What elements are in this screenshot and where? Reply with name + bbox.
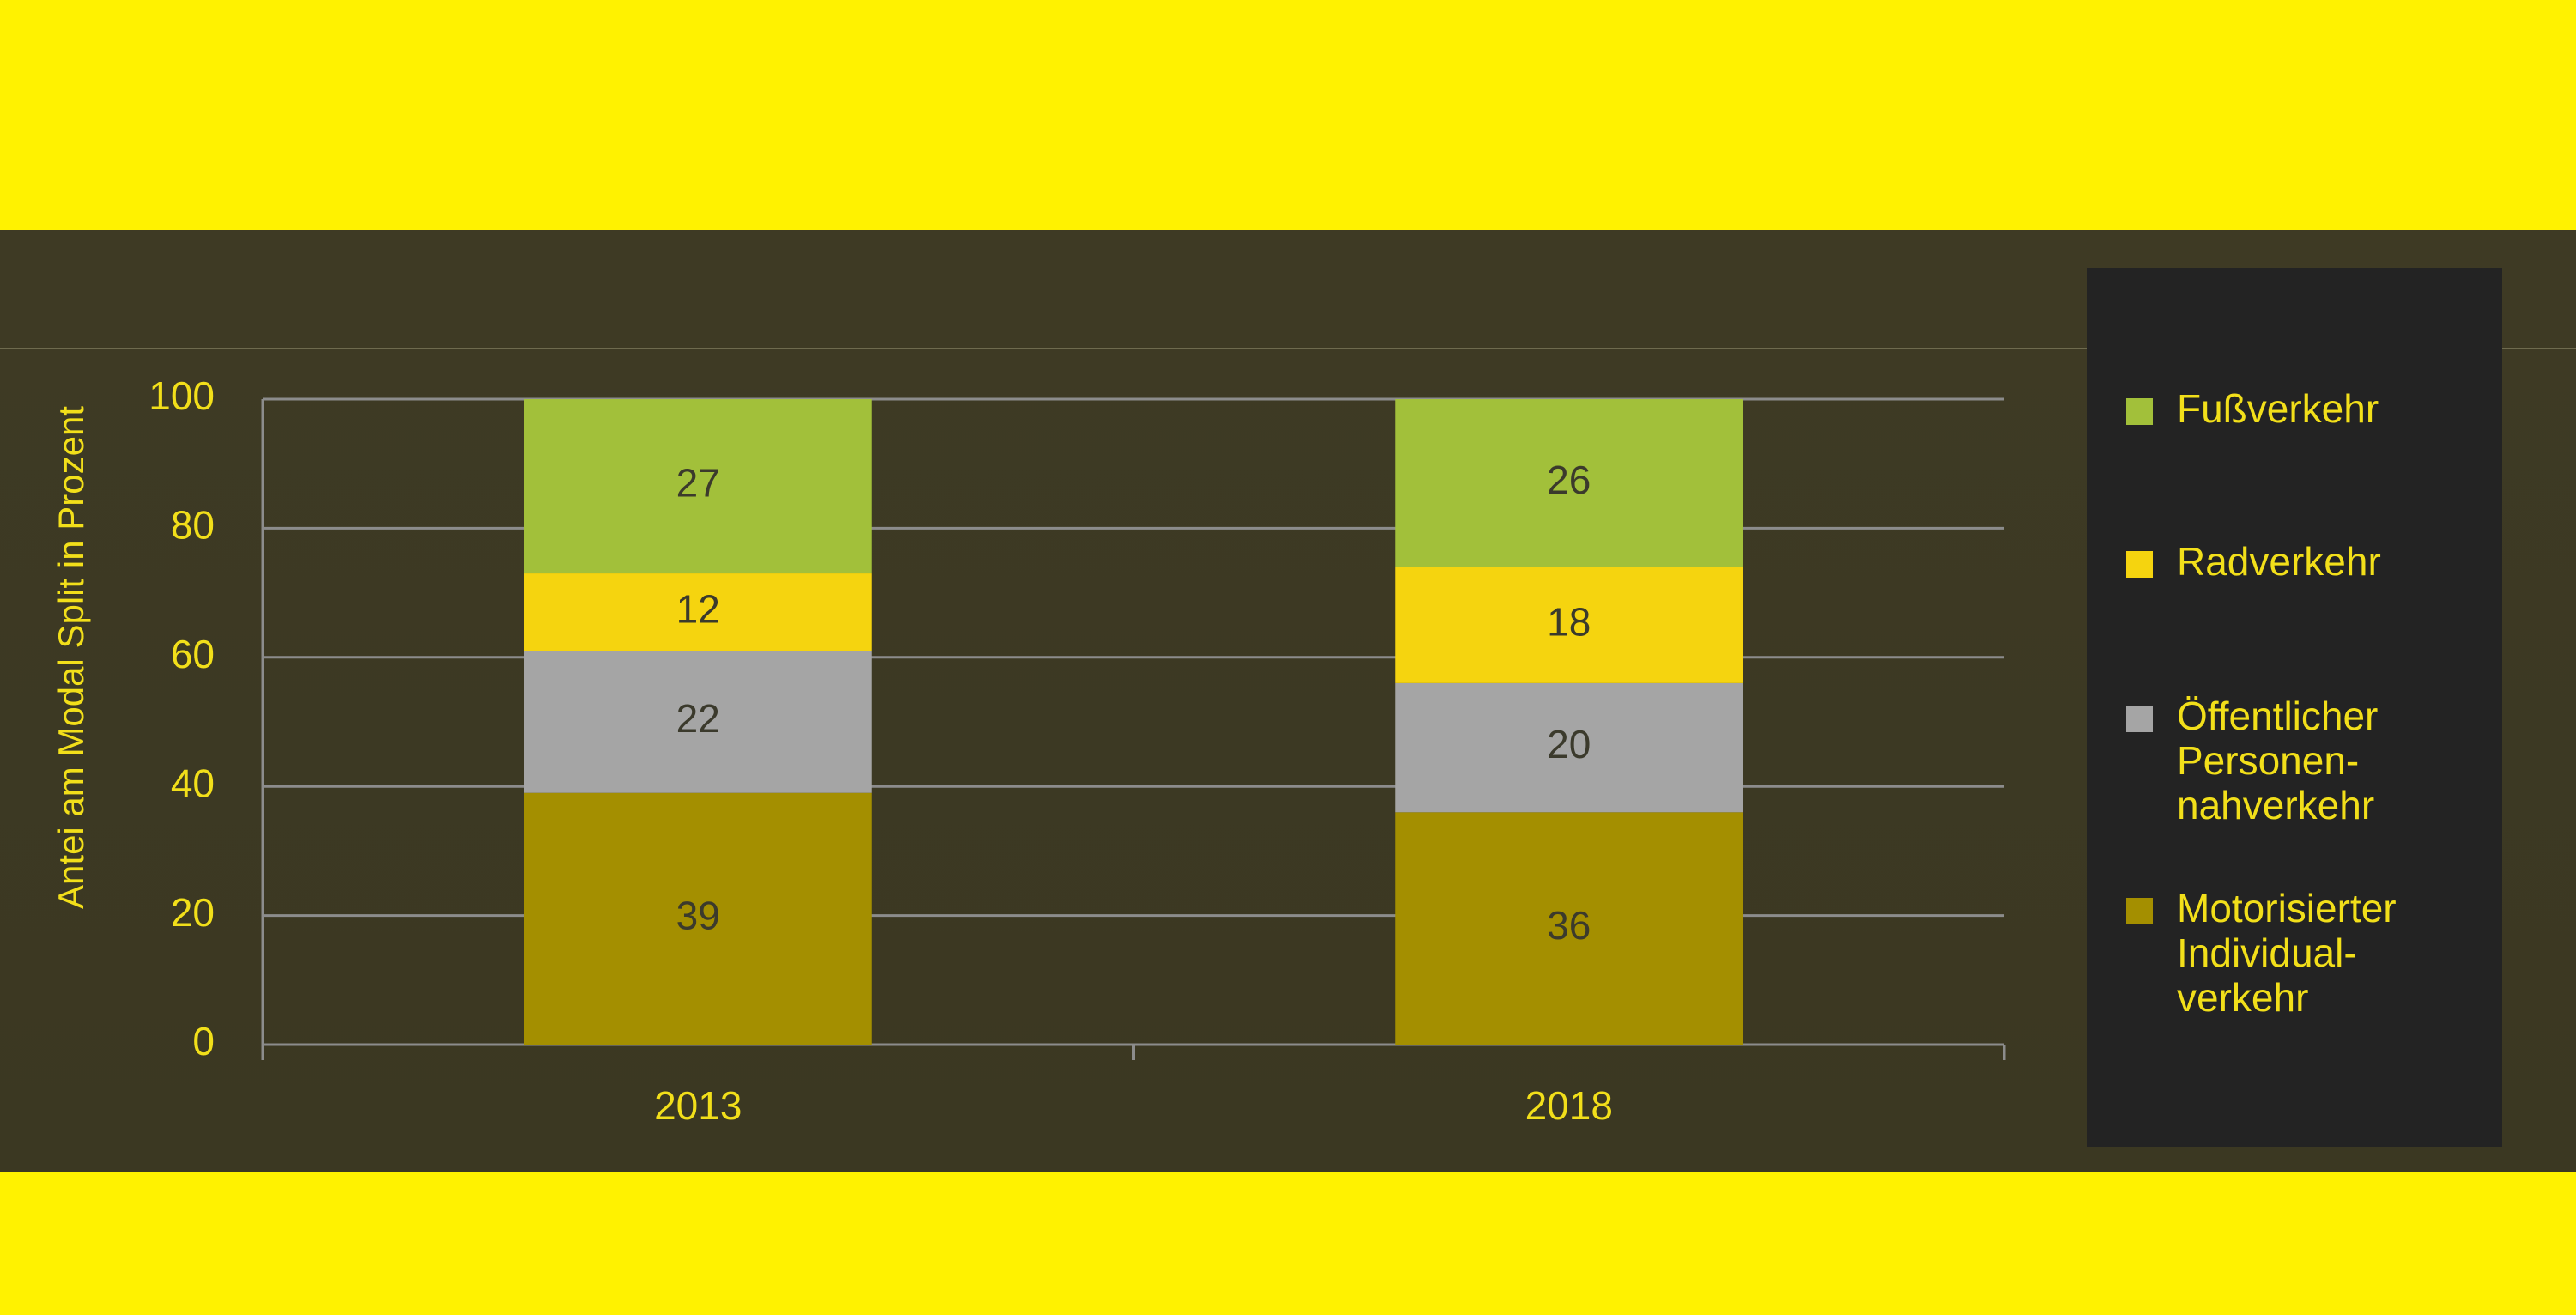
data-label: 27: [676, 461, 720, 506]
bar-segment: [524, 573, 872, 651]
data-label: 26: [1547, 458, 1591, 502]
data-label: 18: [1547, 599, 1591, 644]
bar-segment: [524, 651, 872, 793]
legend-label: Motorisierter Individual- verkehr: [2177, 886, 2397, 1020]
legend-swatch: [2126, 551, 2153, 578]
y-axis-title: Antei am Modal Split in Prozent: [51, 406, 91, 909]
legend: Fußverkehr Radverkehr Öffentlicher Persone…: [2087, 268, 2502, 1147]
bar-segment: [524, 399, 872, 574]
x-tick-label: 2018: [1525, 1083, 1613, 1128]
legend-label: Radverkehr: [2177, 539, 2381, 584]
bar-segment: [1395, 567, 1743, 683]
legend-swatch: [2126, 706, 2153, 732]
data-label: 12: [676, 586, 720, 631]
data-label: 36: [1547, 903, 1591, 948]
legend-label: Öffentlicher Personen- nahverkehr: [2177, 694, 2379, 827]
data-label: 22: [676, 696, 720, 741]
y-tick-label: 40: [171, 761, 215, 805]
data-label: 39: [676, 894, 720, 938]
bar-segment: [1395, 399, 1743, 567]
legend-entry: Motorisierter Individual- verkehr: [2126, 886, 2397, 1020]
y-tick-label: 80: [171, 503, 215, 548]
legend-swatch: [2126, 398, 2153, 425]
y-tick-label: 0: [192, 1019, 215, 1064]
bar-segment: [1395, 682, 1743, 813]
y-tick-label: 60: [171, 632, 215, 676]
bar-segment: [524, 792, 872, 1045]
data-label: 20: [1547, 722, 1591, 767]
x-tick-label: 2013: [654, 1083, 742, 1128]
legend-entry: Öffentlicher Personen- nahverkehr: [2126, 694, 2378, 827]
legend-label: Fußverkehr: [2177, 386, 2379, 431]
legend-entry: Radverkehr: [2126, 539, 2381, 584]
y-tick-label: 20: [171, 890, 215, 935]
bar-segment: [1395, 812, 1743, 1045]
legend-entry: Fußverkehr: [2126, 386, 2379, 431]
y-tick-label: 100: [148, 373, 215, 418]
legend-swatch: [2126, 898, 2153, 924]
